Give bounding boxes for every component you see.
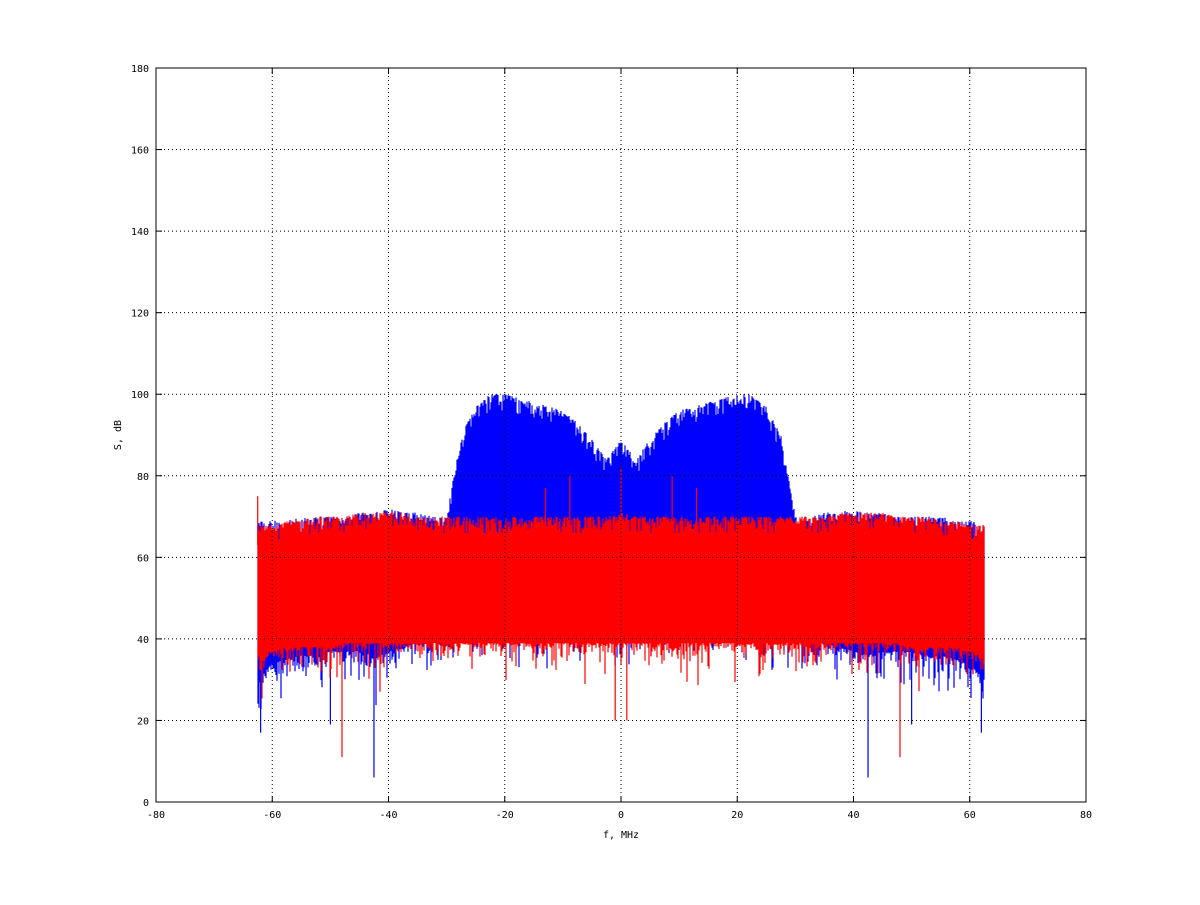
y-tick-label: 40	[137, 635, 149, 646]
x-tick-label: 80	[1080, 810, 1092, 821]
x-tick-label: 0	[618, 810, 624, 821]
y-tick-label: 100	[131, 390, 149, 401]
x-tick-label: -40	[379, 810, 397, 821]
y-tick-label: 0	[143, 798, 149, 809]
plot-frame	[155, 67, 1087, 803]
series-2	[257, 467, 985, 758]
y-axis-label: S, dB	[113, 420, 124, 450]
grid-lines	[156, 68, 1086, 802]
y-tick-label: 80	[137, 472, 149, 483]
y-tick-label: 120	[131, 309, 149, 320]
y-tick-label: 20	[137, 716, 149, 727]
series-body	[257, 528, 985, 631]
x-tick-label: 60	[964, 810, 976, 821]
x-axis-label: f, MHz	[603, 830, 639, 841]
y-tick-label: 60	[137, 553, 149, 564]
x-tick-label: 40	[847, 810, 859, 821]
x-tick-label: -20	[496, 810, 514, 821]
x-tick-label: -60	[263, 810, 281, 821]
x-tick-label: -80	[147, 810, 165, 821]
y-tick-label: 180	[131, 64, 149, 75]
x-tick-label: 20	[731, 810, 743, 821]
y-tick-label: 160	[131, 146, 149, 157]
y-tick-label: 140	[131, 227, 149, 238]
axis-ticks: -80 -60 -40 -20 0 20 40 60 80 0 20 40 60 80 100 120 140 1…	[131, 64, 1092, 821]
